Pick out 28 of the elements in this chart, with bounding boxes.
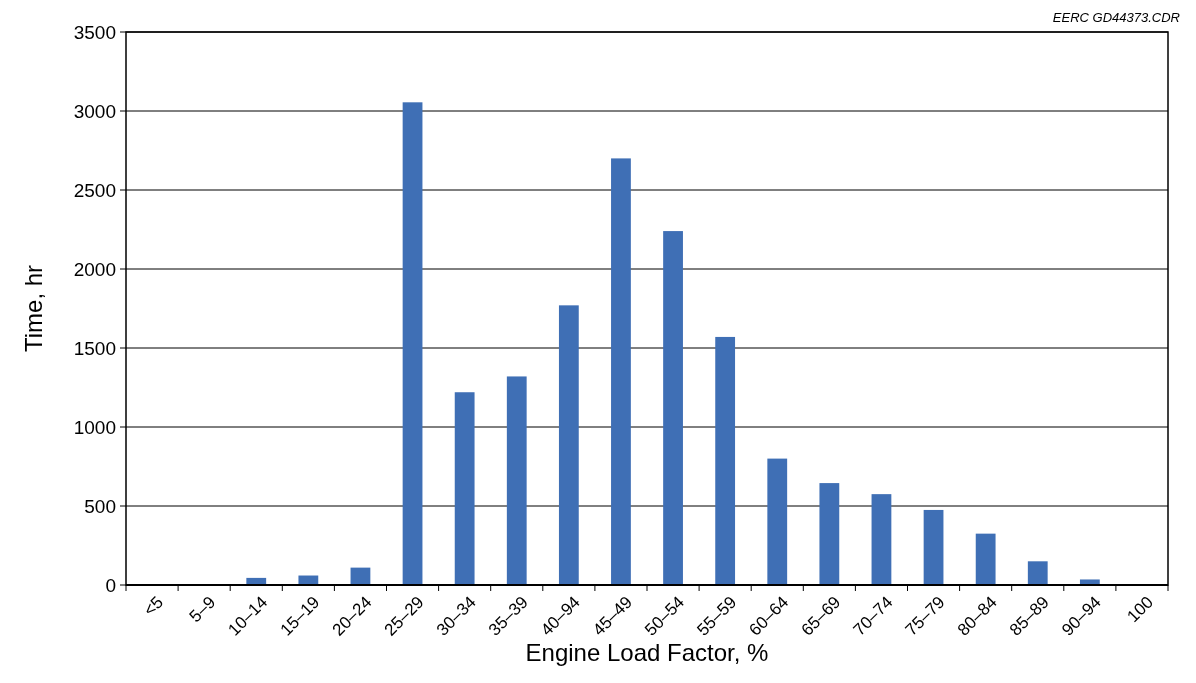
bar [663,231,683,585]
bar [871,494,892,585]
bar [715,336,736,585]
y-tick-label: 3000 [73,100,116,122]
bar [611,158,631,585]
text: EERC GD44373.CDR [1052,10,1180,25]
bar [923,509,944,585]
bar [975,533,996,585]
bar [454,392,475,585]
bar [1027,561,1048,585]
bar [819,483,840,585]
x-tick-label: 5–9 [185,592,220,627]
y-tick-label: 3500 [73,21,116,43]
y-tick-label: 2500 [73,179,116,201]
y-axis-title: Time, hr [20,264,47,353]
bar [558,305,579,585]
y-tick-label: 1500 [73,337,116,359]
y-tick-label: 2000 [73,258,116,280]
x-tick-label: 100 [1123,592,1157,627]
y-tick-label: 0 [105,574,116,596]
x-tick-label: <5 [139,592,168,620]
x-axis-title: Engine Load Factor, % [525,639,769,666]
bar [402,102,423,585]
bar [1079,579,1100,585]
bar [767,458,788,585]
y-tick-label: 1000 [73,416,116,438]
y-tick-label: 500 [84,495,116,517]
bar [506,376,527,585]
